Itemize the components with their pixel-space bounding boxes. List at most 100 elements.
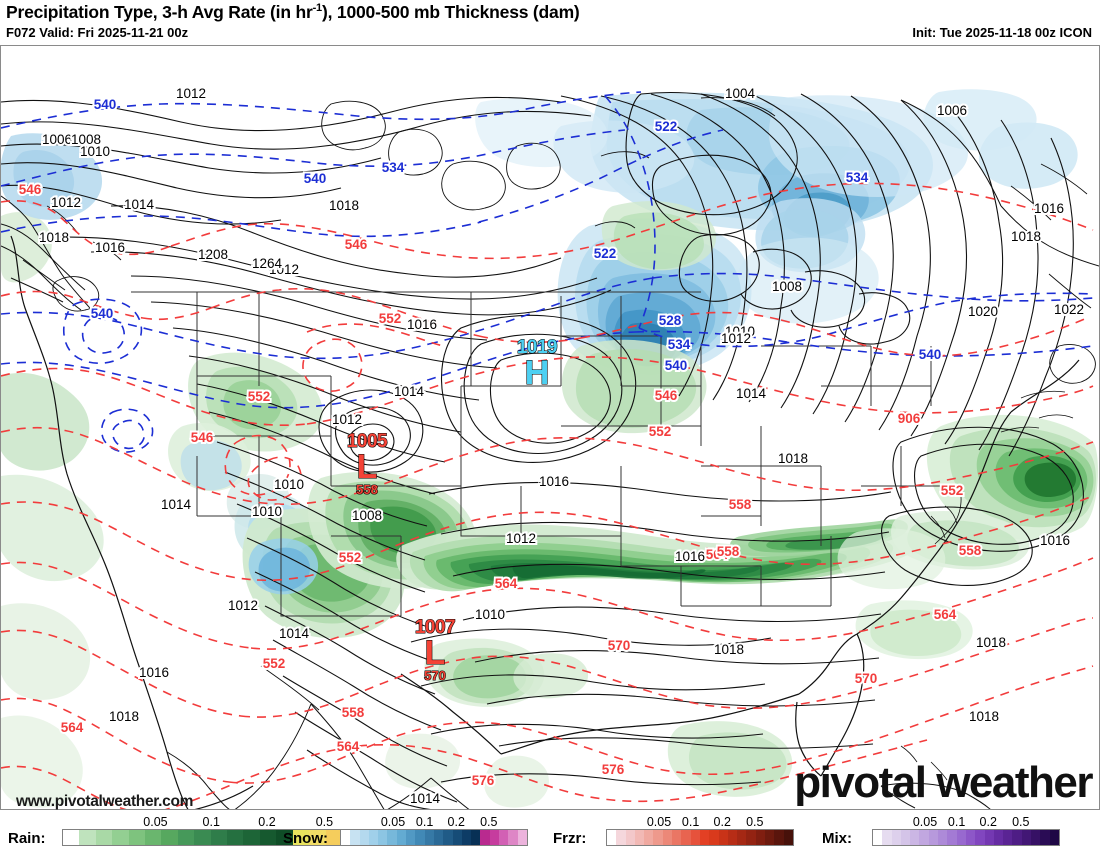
mslp-label: 552 bbox=[379, 311, 402, 326]
legend-tick: 0.05 bbox=[380, 815, 406, 829]
mslp-label: 1016 bbox=[1034, 201, 1064, 216]
mslp-label-halo: 1016 bbox=[407, 317, 437, 332]
legend-swatch bbox=[341, 830, 351, 845]
legend-ticks-frzr: 0.05 0.1 0.2 0.5 bbox=[606, 815, 792, 830]
mslp-label-halo: 1010 bbox=[252, 504, 282, 519]
mslp-label: 1018 bbox=[329, 198, 359, 213]
legend-swatch bbox=[616, 830, 626, 845]
mslp-label: 564 bbox=[934, 607, 957, 622]
mslp-label-halo: 564 bbox=[934, 607, 957, 622]
legend-swatch bbox=[891, 830, 901, 845]
mslp-label-halo: 564 bbox=[337, 739, 360, 754]
mslp-label: 534 bbox=[846, 170, 869, 185]
init-time-label: Init: Tue 2025-11-18 00z ICON bbox=[912, 25, 1092, 40]
mslp-label: 564 bbox=[495, 576, 518, 591]
legend-swatch bbox=[746, 830, 756, 845]
legend-swatch bbox=[709, 830, 719, 845]
legend-tick: 0.2 bbox=[447, 815, 465, 829]
legend-swatch bbox=[210, 830, 228, 845]
mslp-label-halo: 1020 bbox=[968, 304, 998, 319]
legend-swatch bbox=[625, 830, 635, 845]
legend-tick: 0.1 bbox=[415, 815, 434, 829]
mslp-label: 1012 bbox=[506, 531, 536, 546]
mslp-label: 1018 bbox=[39, 230, 69, 245]
legend-tick: 0.05 bbox=[646, 815, 672, 829]
mslp-label-halo: 534 bbox=[846, 170, 869, 185]
legend-swatch bbox=[387, 830, 397, 845]
mslp-label: 1010 bbox=[274, 477, 304, 492]
mslp-label: 564 bbox=[61, 720, 84, 735]
legend-swatch bbox=[1021, 830, 1032, 845]
mslp-label-halo: 1008 bbox=[772, 279, 802, 294]
legend-swatch bbox=[424, 830, 434, 845]
mslp-label: 1018 bbox=[1011, 229, 1041, 244]
mslp-label: 540 bbox=[94, 97, 117, 112]
title-superscript: -1 bbox=[312, 2, 323, 15]
mslp-label: 552 bbox=[248, 389, 271, 404]
mslp-label-halo: 552 bbox=[941, 483, 964, 498]
mslp-label-halo: 1014 bbox=[161, 497, 192, 512]
mslp-label-halo: 540 bbox=[91, 306, 114, 321]
mslp-label-halo: 1264 bbox=[252, 256, 283, 271]
mslp-label: 1008 bbox=[352, 508, 382, 523]
geo-boundaries-layer bbox=[1, 92, 1099, 809]
legend-colorbar-frzr[interactable] bbox=[606, 829, 794, 846]
legend-swatch bbox=[145, 830, 162, 845]
mslp-label-halo: 1012 bbox=[721, 331, 751, 346]
legend-swatch bbox=[965, 830, 976, 845]
mslp-label: 552 bbox=[649, 424, 672, 439]
legend-swatch bbox=[508, 830, 518, 845]
mslp-label: 546 bbox=[345, 237, 368, 252]
mslp-label-halo: 1012 bbox=[228, 598, 258, 613]
legend-tick: 0.2 bbox=[979, 815, 997, 829]
legend-group-mix: Mix: 0.05 0.1 0.2 0.5 bbox=[822, 812, 1078, 850]
mslp-label-halo: 1018 bbox=[969, 709, 999, 724]
mslp-label-halo: 1014 bbox=[279, 626, 310, 641]
mslp-label-halo: 522 bbox=[594, 246, 617, 261]
legend-colorbar-mix[interactable] bbox=[872, 829, 1060, 846]
mslp-label: 1004 bbox=[725, 86, 756, 101]
legend-ticks-rain: 0.05 0.1 0.2 0.5 bbox=[62, 815, 390, 830]
mslp-label-halo: 546 bbox=[655, 388, 678, 403]
mslp-label-halo: 1016 bbox=[95, 240, 125, 255]
mslp-label: 1010 bbox=[725, 324, 755, 339]
legend-swatch bbox=[699, 830, 710, 845]
mslp-label-halo: 1018 bbox=[39, 230, 69, 245]
brand-logo-watermark: pivotal weather bbox=[794, 758, 1093, 807]
mslp-label-halo: 576 bbox=[602, 762, 625, 777]
mslp-label: 576 bbox=[472, 773, 495, 788]
mslp-label-halo: 1016 bbox=[139, 665, 169, 680]
mslp-label-halo: 558 bbox=[959, 543, 982, 558]
mslp-label-halo: 564 bbox=[706, 547, 729, 562]
mslp-label: 1014 bbox=[736, 386, 767, 401]
mslp-label-halo: 1018 bbox=[976, 635, 1006, 650]
legend-tick: 0.5 bbox=[480, 815, 498, 829]
mslp-label-halo: 1012 bbox=[176, 86, 206, 101]
legend-tick: 0.2 bbox=[713, 815, 731, 829]
legend-swatch bbox=[755, 830, 766, 845]
map-canvas[interactable]: 540 540 1006 1006 1008 1008 1010 1010 546 546 1012… bbox=[0, 45, 1100, 810]
mslp-label-halo: 558 bbox=[342, 705, 365, 720]
legend-swatch bbox=[737, 830, 747, 845]
precip-legend: Rain: 0.05 0.1 0.2 0.5 Snow: 0.05 0.1 0.2 0.5 Frzr… bbox=[0, 812, 1100, 850]
mslp-label-halo: 1012 bbox=[269, 262, 299, 277]
legend-colorbar-snow[interactable] bbox=[340, 829, 528, 846]
mslp-label: 1016 bbox=[407, 317, 437, 332]
mslp-isobars-layer bbox=[1, 93, 1084, 809]
mslp-label: 1010 bbox=[475, 607, 505, 622]
mslp-label: 558 bbox=[959, 543, 982, 558]
valid-time-label: F072 Valid: Fri 2025-11-21 00z bbox=[6, 25, 189, 40]
mslp-label: 546 bbox=[191, 430, 214, 445]
mslp-label-halo: 546 bbox=[19, 182, 42, 197]
mslp-label-halo: 540 bbox=[304, 171, 327, 186]
mslp-label-halo: 570 bbox=[855, 671, 878, 686]
mslp-label-halo: 558 bbox=[729, 497, 752, 512]
mslp-label: 552 bbox=[263, 656, 286, 671]
mslp-label: 558 bbox=[717, 544, 740, 559]
mslp-label: 1020 bbox=[968, 304, 998, 319]
mslp-label: 576 bbox=[602, 762, 625, 777]
mslp-label-halo: 576 bbox=[472, 773, 495, 788]
legend-label-snow: Snow: bbox=[283, 830, 328, 847]
legend-tick: 0.1 bbox=[947, 815, 966, 829]
legend-swatch bbox=[471, 830, 481, 845]
